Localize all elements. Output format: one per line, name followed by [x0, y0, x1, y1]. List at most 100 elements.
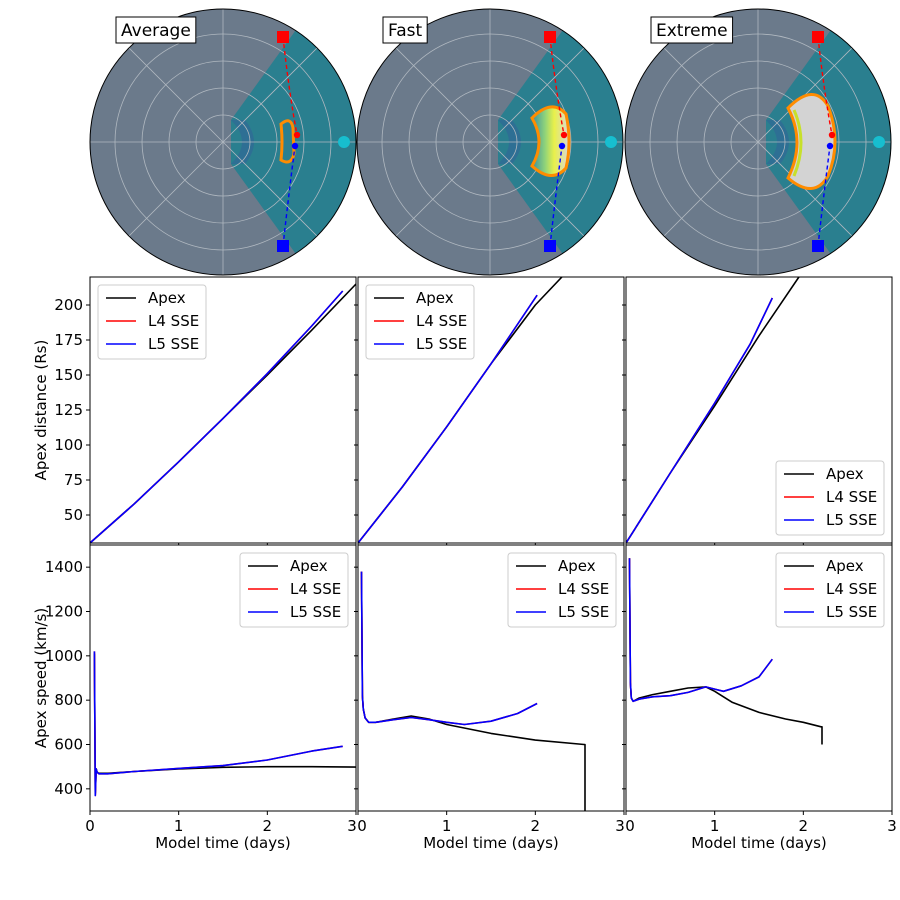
- polar-panel: Extreme: [624, 8, 892, 276]
- cme-front: [279, 119, 296, 164]
- legend: Apex L4 SSE L5 SSE: [365, 284, 475, 360]
- y-tick-label: 100: [54, 436, 83, 454]
- polar-grid-spoke: [128, 47, 224, 143]
- legend: Apex L4 SSE L5 SSE: [507, 552, 617, 628]
- legend-label: Apex: [148, 289, 186, 307]
- x-axis-label: Model time (days): [155, 834, 291, 852]
- legend-label: L5 SSE: [826, 603, 877, 621]
- legend-label: L4 SSE: [290, 580, 341, 598]
- line-panel: 0 1 2 3 Apex L4 SSE L5 SSE Model time (days): [622, 544, 897, 852]
- polar-grid-spoke: [128, 141, 224, 237]
- y-tick-label: 1200: [45, 603, 83, 621]
- legend-label: L5 SSE: [826, 511, 877, 529]
- panel-title-box: [650, 16, 734, 44]
- earth-marker: [338, 136, 350, 148]
- y-tick-label: 1000: [45, 647, 83, 665]
- x-tick-label: 2: [263, 817, 273, 835]
- l5-sightline: [282, 145, 296, 247]
- series-line: [628, 558, 773, 703]
- polar-border: [356, 8, 624, 276]
- panel-title: Extreme: [650, 16, 734, 44]
- legend-label: Apex: [416, 289, 454, 307]
- l4-sse-point: [293, 131, 301, 139]
- x-tick-label: 1: [710, 817, 720, 835]
- panel-title-text: Fast: [388, 21, 422, 41]
- polar-border: [89, 8, 357, 276]
- x-axis-label: Model time (days): [423, 834, 559, 852]
- legend: Apex L4 SSE L5 SSE: [775, 552, 885, 628]
- legend-label: L4 SSE: [826, 580, 877, 598]
- y-tick-label: 400: [54, 780, 83, 798]
- panel-title-text: Extreme: [656, 21, 728, 41]
- l4-sse-point: [828, 131, 836, 139]
- l5-sse-point: [291, 142, 299, 150]
- plot-frame: [89, 544, 357, 812]
- y-tick-label: 125: [54, 401, 83, 419]
- polar-grid-spoke: [663, 47, 759, 143]
- polar-grid-spoke: [489, 47, 585, 143]
- series-line: [626, 297, 774, 543]
- y-tick-label: 200: [54, 296, 83, 314]
- line-panel: Apex L4 SSE L5 SSE: [354, 276, 625, 547]
- x-tick-label: 2: [799, 817, 809, 835]
- x-tick-label: 3: [887, 817, 897, 835]
- panel-title: Fast: [382, 16, 428, 44]
- l5-observer-marker: [544, 240, 556, 252]
- legend-label: L5 SSE: [416, 335, 467, 353]
- line-panel: 50 75 100 125 150 175 200 Apex L4 SSE L5 SSE Apex …: [32, 276, 357, 547]
- x-axis-label: Model time (days): [691, 834, 827, 852]
- x-tick-label: 3: [615, 817, 625, 835]
- legend-box: [365, 284, 475, 360]
- legend-label: Apex: [826, 557, 864, 575]
- polar-grid-spoke: [489, 141, 585, 237]
- l4-sse-point: [560, 131, 568, 139]
- polar-grid-spoke: [395, 47, 491, 143]
- legend-box: [239, 552, 349, 628]
- x-tick-label: 2: [531, 817, 541, 835]
- x-tick-label: 1: [442, 817, 452, 835]
- y-tick-label: 150: [54, 366, 83, 384]
- y-tick-label: 600: [54, 736, 83, 754]
- plot-frame: [625, 544, 893, 812]
- l4-observer-marker: [544, 31, 556, 43]
- legend: Apex L4 SSE L5 SSE: [239, 552, 349, 628]
- x-tick-label: 0: [85, 817, 95, 835]
- series-group: [90, 283, 356, 543]
- legend-label: L5 SSE: [558, 603, 609, 621]
- polar-panel: Average: [89, 8, 357, 276]
- legend-label: L4 SSE: [558, 580, 609, 598]
- polar-grid-spoke: [222, 141, 318, 237]
- plot-frame: [357, 544, 625, 812]
- l5-observer-marker: [812, 240, 824, 252]
- y-tick-label: 1400: [45, 558, 83, 576]
- l5-sightline: [817, 145, 831, 247]
- panel-title: Average: [115, 16, 197, 44]
- legend-label: Apex: [826, 465, 864, 483]
- x-tick-label: 0: [357, 817, 367, 835]
- x-tick-label: 3: [347, 817, 357, 835]
- polar-grid-spoke: [222, 47, 318, 143]
- polar-grid-spoke: [395, 141, 491, 237]
- series-line: [360, 571, 538, 726]
- l4-sightline: [549, 36, 565, 136]
- legend-label: Apex: [290, 557, 328, 575]
- series-line: [90, 290, 344, 543]
- earth-marker: [605, 136, 617, 148]
- legend-label: L5 SSE: [290, 603, 341, 621]
- y-tick-label: 175: [54, 331, 83, 349]
- cme-front: [530, 105, 571, 177]
- polar-panels: Average Fast Extreme: [89, 8, 892, 276]
- series-group: [628, 558, 823, 745]
- polar-panel: Fast: [356, 8, 624, 276]
- panel-title-box: [382, 16, 428, 44]
- legend-label: Apex: [558, 557, 596, 575]
- y-axis-label: Apex distance (Rs): [32, 340, 50, 481]
- polar-grid-spoke: [663, 141, 759, 237]
- legend-label: L4 SSE: [416, 312, 467, 330]
- series-line: [358, 294, 538, 543]
- series-group: [360, 571, 586, 811]
- l5-sightline: [549, 145, 563, 247]
- x-tick-label: 1: [174, 817, 184, 835]
